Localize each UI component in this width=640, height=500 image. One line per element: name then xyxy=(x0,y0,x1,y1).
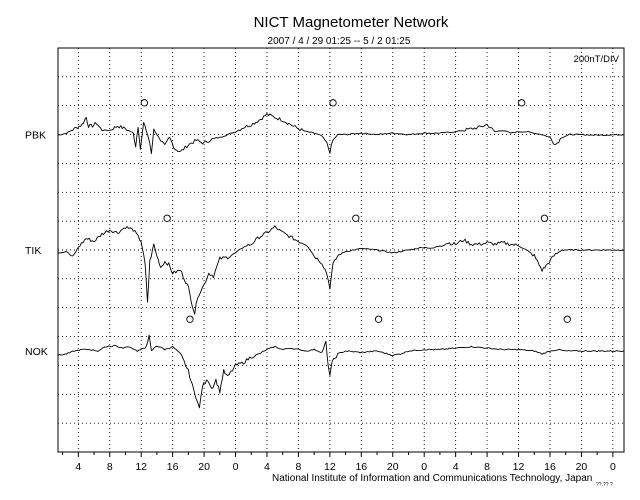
station-label-tik: TIK xyxy=(25,245,41,257)
x-tick-label: 16 xyxy=(355,461,367,473)
grid-lines xyxy=(58,48,624,452)
x-tick-label: 16 xyxy=(544,461,556,473)
x-tick-label: 0 xyxy=(610,461,616,473)
x-tick-label: 0 xyxy=(421,461,427,473)
local-midnight-marker xyxy=(374,315,383,323)
plot-frame xyxy=(57,47,625,453)
x-tick-label: 0 xyxy=(233,461,239,473)
trace-pbk xyxy=(57,113,625,155)
x-tick-label: 8 xyxy=(295,461,301,473)
x-tick-label: 12 xyxy=(513,461,525,473)
scale-label: 200nT/DIV xyxy=(574,54,620,65)
station-label-pbk: PBK xyxy=(25,130,46,142)
x-axis-ticks: 4 8 12 16 20 0 4 8 12 16 20 0 4 8 12 16 20 0 xyxy=(62,452,616,473)
x-tick-label: 4 xyxy=(75,461,81,473)
x-tick-label: 4 xyxy=(453,461,459,473)
local-midnight-marker xyxy=(186,315,194,323)
x-tick-label: 8 xyxy=(484,461,490,473)
traces: PBK TIK NOK xyxy=(25,99,625,409)
local-midnight-marker xyxy=(329,99,337,107)
x-tick-label: 4 xyxy=(264,461,270,473)
local-midnight-marker xyxy=(140,99,148,107)
local-midnight-marker xyxy=(163,214,171,222)
x-tick-label: 20 xyxy=(387,461,399,473)
corner-mark: ??.?? ? xyxy=(596,482,613,488)
station-label-nok: NOK xyxy=(25,346,48,358)
x-tick-label: 8 xyxy=(107,461,113,473)
chart-subtitle: 2007 / 4 / 29 01:25 -- 5 / 2 01:25 xyxy=(268,36,411,47)
local-midnight-marker xyxy=(352,214,360,222)
x-tick-label: 12 xyxy=(135,461,147,473)
trace-tik xyxy=(57,225,624,315)
x-tick-label: 20 xyxy=(198,461,210,473)
chart-title: NICT Magnetometer Network xyxy=(254,14,449,31)
x-tick-label: 12 xyxy=(324,461,336,473)
local-midnight-marker xyxy=(540,214,549,222)
footer-credit: National Institute of Information and Co… xyxy=(272,473,592,484)
trace-nok xyxy=(57,334,625,409)
x-tick-label: 16 xyxy=(167,461,179,473)
x-tick-label: 20 xyxy=(576,461,588,473)
local-midnight-marker xyxy=(518,99,526,107)
local-midnight-marker xyxy=(563,315,571,323)
